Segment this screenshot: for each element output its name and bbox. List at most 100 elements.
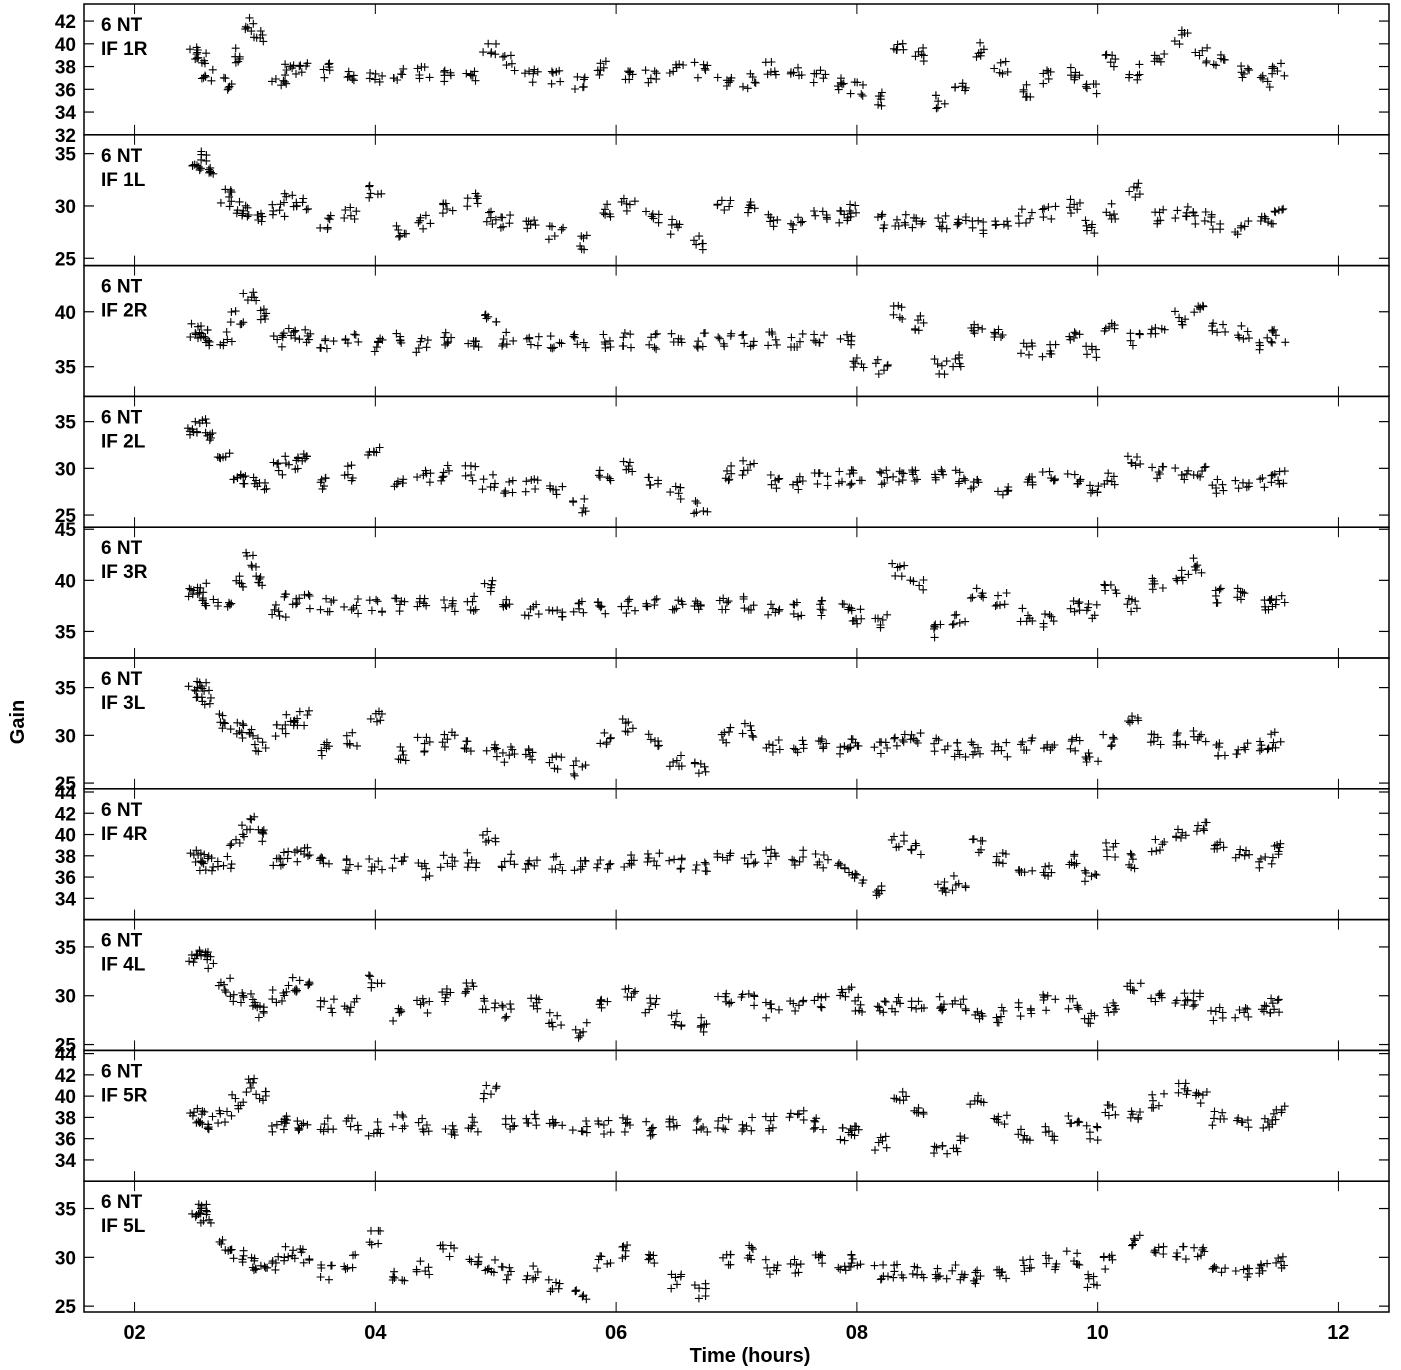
data-point-marker <box>1270 1005 1279 1014</box>
data-point-marker <box>1208 326 1217 335</box>
data-point-marker <box>254 747 263 756</box>
data-point-marker <box>1014 998 1023 1007</box>
data-point-marker <box>187 319 196 328</box>
data-point-marker <box>413 602 422 611</box>
data-point-marker <box>1088 345 1097 354</box>
data-point-marker <box>747 726 756 735</box>
data-point-marker <box>1270 64 1279 73</box>
data-point-marker <box>569 497 577 505</box>
data-point-marker <box>239 993 248 1002</box>
data-point-marker <box>793 748 802 757</box>
data-point-marker <box>1108 1255 1117 1264</box>
data-point-marker <box>930 621 939 630</box>
data-point-marker <box>548 68 557 77</box>
data-point-marker <box>1109 472 1118 481</box>
data-point-marker <box>951 355 960 363</box>
data-point-marker <box>510 1121 519 1130</box>
data-point-marker <box>1172 574 1181 583</box>
data-point-marker <box>484 1264 493 1273</box>
data-point-marker <box>619 457 628 466</box>
data-point-marker <box>201 72 210 81</box>
data-point-marker <box>552 1278 560 1287</box>
data-point-marker <box>226 992 235 1001</box>
data-point-marker <box>329 995 338 1004</box>
data-point-marker <box>448 601 457 610</box>
data-point-marker <box>320 997 329 1006</box>
data-point-marker <box>621 719 630 728</box>
data-point-marker <box>580 75 588 84</box>
data-point-marker <box>397 597 406 605</box>
data-point-marker <box>717 730 726 739</box>
data-point-marker <box>1040 204 1049 213</box>
data-point-marker <box>1127 595 1136 604</box>
data-point-marker <box>440 730 449 739</box>
data-point-marker <box>1063 469 1072 478</box>
data-point-marker <box>719 594 728 603</box>
data-point-marker <box>1261 853 1270 862</box>
data-point-marker <box>443 735 452 744</box>
data-point-marker <box>966 1100 975 1109</box>
data-point-marker <box>213 602 222 610</box>
data-point-marker <box>974 216 983 225</box>
data-point-marker <box>790 861 799 870</box>
data-point-marker <box>750 204 759 213</box>
data-point-marker <box>238 830 247 839</box>
data-point-marker <box>1067 1119 1076 1128</box>
data-point-marker <box>1080 866 1089 875</box>
data-point-marker <box>900 561 909 570</box>
data-point-marker <box>422 864 431 873</box>
data-point-marker <box>319 65 328 74</box>
data-point-marker <box>703 1127 712 1136</box>
data-point-marker <box>533 341 542 350</box>
data-point-marker <box>876 1275 885 1284</box>
data-point-marker <box>1174 1079 1183 1088</box>
data-point-marker <box>1233 593 1242 602</box>
data-point-marker <box>814 992 822 1001</box>
data-point-marker <box>1018 604 1027 613</box>
data-point-marker <box>913 475 921 484</box>
data-point-marker <box>279 329 288 338</box>
data-point-marker <box>414 218 423 227</box>
data-point-marker <box>1003 217 1012 226</box>
data-point-marker <box>322 744 331 753</box>
data-point-marker <box>523 224 532 233</box>
data-point-marker <box>544 1275 553 1284</box>
data-point-marker <box>848 617 857 625</box>
data-point-marker <box>236 1101 245 1110</box>
data-point-marker <box>620 863 629 871</box>
data-point-marker <box>521 69 529 78</box>
data-point-marker <box>1256 73 1265 82</box>
data-point-marker <box>550 343 558 352</box>
data-point-marker <box>237 998 245 1007</box>
data-point-marker <box>701 860 710 868</box>
panel-label-if: IF 4R <box>101 824 148 845</box>
y-tick-label: 34 <box>55 103 77 124</box>
data-point-marker <box>396 231 405 240</box>
data-point-marker <box>1277 1263 1286 1272</box>
data-point-marker <box>254 211 262 219</box>
data-point-marker <box>937 1002 946 1011</box>
data-point-marker <box>250 740 259 749</box>
data-point-marker <box>873 1002 882 1011</box>
data-point-marker <box>888 1004 896 1013</box>
data-point-marker <box>472 858 481 867</box>
data-point-marker <box>891 222 900 230</box>
data-point-marker <box>238 734 247 742</box>
data-point-marker <box>665 762 674 771</box>
data-point-marker <box>898 315 907 323</box>
data-point-marker <box>1240 222 1249 231</box>
data-point-marker <box>238 719 247 728</box>
data-point-marker <box>461 989 470 998</box>
data-point-marker <box>994 1018 1003 1027</box>
data-point-marker <box>439 851 448 860</box>
data-point-marker <box>532 994 541 1003</box>
data-point-marker <box>471 337 480 346</box>
data-point-marker <box>373 979 382 988</box>
data-point-marker <box>367 606 376 615</box>
data-point-marker <box>396 336 405 345</box>
y-tick-label: 38 <box>55 847 76 868</box>
data-point-marker <box>530 861 539 870</box>
data-point-marker <box>641 1008 650 1017</box>
